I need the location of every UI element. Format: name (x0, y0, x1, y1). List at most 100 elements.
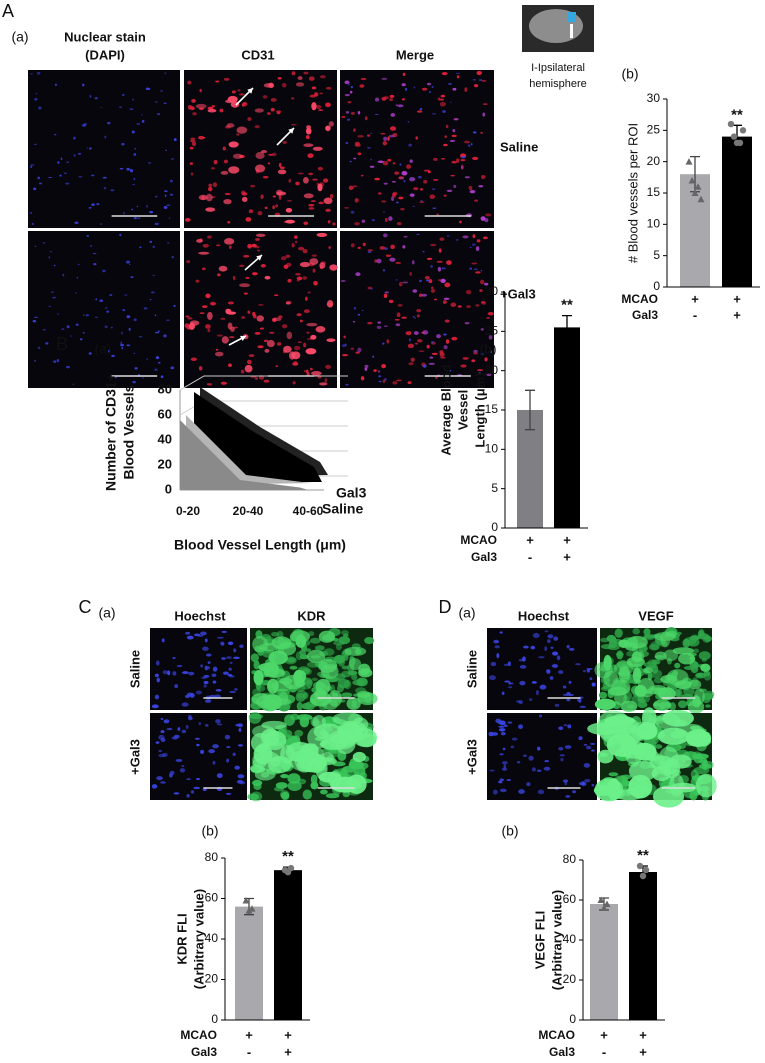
cell (203, 684, 207, 688)
cell (280, 774, 289, 779)
cell (364, 116, 368, 121)
cell (647, 672, 653, 681)
cell (493, 789, 498, 795)
y-tick-label: 0 (653, 279, 660, 293)
cell (369, 165, 375, 168)
cell (419, 201, 425, 204)
cell (260, 263, 266, 268)
cell (75, 323, 79, 326)
cell (345, 384, 349, 386)
cell (344, 80, 350, 85)
cell (236, 133, 240, 136)
cell (308, 76, 315, 81)
cell (166, 204, 171, 207)
cell (77, 153, 82, 155)
cell (428, 91, 432, 93)
cell (418, 175, 422, 179)
cell (215, 689, 222, 692)
cell (549, 676, 554, 680)
label: KDR (297, 608, 326, 623)
cell (383, 182, 388, 185)
cell (565, 795, 571, 798)
cell (270, 107, 275, 112)
micrograph (150, 713, 247, 800)
cell (189, 146, 194, 150)
cell (387, 158, 392, 162)
cell (291, 71, 296, 76)
cell (543, 766, 551, 771)
cell (475, 271, 481, 274)
cell (455, 158, 460, 163)
micrograph (28, 70, 180, 228)
cell (377, 370, 381, 373)
bar (590, 904, 618, 1020)
cell (486, 316, 490, 319)
micrograph (150, 628, 247, 710)
cell (136, 205, 139, 208)
cell (310, 334, 317, 340)
y-axis-label: Vessel (455, 390, 470, 431)
cell (394, 318, 400, 321)
cell (434, 376, 438, 379)
cell (30, 164, 35, 166)
cell (591, 783, 595, 787)
cell (510, 745, 515, 749)
cell (391, 196, 395, 201)
cell (347, 101, 352, 104)
cell (345, 141, 349, 145)
cell (181, 729, 187, 734)
cell (341, 670, 352, 678)
cell (302, 679, 314, 687)
cell (420, 200, 423, 202)
cell (170, 366, 175, 370)
cell (202, 136, 206, 139)
micrograph (28, 231, 180, 388)
cell (453, 184, 457, 188)
cell (166, 727, 173, 731)
cell (297, 172, 304, 175)
cell (632, 667, 642, 684)
condition-label: Gal3 (191, 1045, 217, 1059)
cell (133, 153, 137, 156)
cell (309, 367, 313, 371)
cell (562, 693, 570, 696)
cell (413, 315, 415, 318)
cell (583, 762, 591, 768)
label: (b) (501, 823, 518, 839)
cell (572, 790, 577, 794)
cell (403, 235, 408, 238)
cell (277, 77, 282, 80)
cell (383, 293, 388, 299)
cell (215, 351, 224, 357)
cell (90, 174, 95, 177)
cell (498, 728, 506, 732)
cell (357, 347, 362, 353)
cell (587, 722, 620, 736)
cell (220, 317, 226, 320)
cell (429, 194, 436, 200)
cell (693, 753, 704, 764)
cell (516, 760, 521, 764)
cell (215, 348, 219, 351)
cell (297, 76, 303, 80)
y-tick-label: 20 (647, 154, 661, 168)
cell (480, 270, 483, 272)
cell (382, 160, 389, 166)
cell (594, 698, 616, 710)
cell (325, 208, 331, 212)
cell (332, 712, 364, 726)
cell (255, 238, 260, 241)
cell (296, 690, 308, 699)
cell (431, 341, 435, 344)
cell (410, 357, 415, 362)
cell (421, 87, 428, 91)
cell (439, 101, 446, 107)
cell (494, 645, 500, 649)
cell (577, 698, 582, 702)
cell (338, 636, 351, 645)
cell (326, 338, 336, 343)
cell (456, 75, 460, 79)
cell (405, 331, 412, 336)
cell (199, 88, 202, 93)
cell (285, 208, 293, 213)
